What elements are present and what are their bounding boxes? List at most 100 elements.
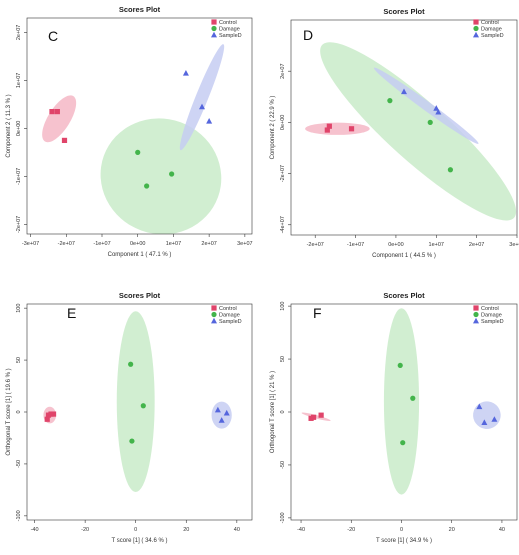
data-point-sampled bbox=[199, 103, 205, 110]
plot-frame bbox=[290, 19, 518, 236]
series-damage bbox=[397, 362, 416, 446]
data-point-damage bbox=[140, 403, 146, 409]
y-tick-label: -50 bbox=[280, 461, 286, 469]
legend-marker-sampled bbox=[211, 31, 217, 38]
y-tick-label: 0e+00 bbox=[16, 121, 22, 136]
data-point-damage bbox=[400, 440, 406, 446]
panel-letter: D bbox=[303, 27, 313, 43]
x-tick-label: -3e+07 bbox=[22, 241, 39, 247]
y-tick-label: 0e+00 bbox=[280, 115, 286, 130]
x-tick-label: 0e+00 bbox=[130, 241, 145, 247]
legend-label: SampleD bbox=[481, 33, 504, 39]
x-tick-label: -1e+07 bbox=[347, 242, 364, 248]
panel-letter: E bbox=[67, 305, 76, 321]
y-tick-label: 50 bbox=[16, 357, 22, 363]
confidence-ellipses bbox=[305, 42, 517, 221]
data-point-sampled bbox=[481, 419, 488, 425]
x-tick-label: 0 bbox=[400, 527, 403, 533]
series-damage bbox=[387, 98, 454, 173]
x-tick-label: 3e+07 bbox=[509, 242, 519, 248]
data-point-damage bbox=[129, 438, 135, 444]
ellipse-sampled bbox=[373, 67, 479, 144]
legend-marker-control bbox=[211, 19, 217, 25]
legend-label: Control bbox=[481, 306, 499, 312]
data-point-sampled bbox=[435, 108, 442, 115]
data-point-control bbox=[311, 414, 317, 420]
data-point-damage bbox=[427, 119, 433, 125]
y-tick-label: 100 bbox=[280, 302, 286, 311]
y-tick-label: 50 bbox=[280, 356, 286, 362]
chart-title: Scores Plot bbox=[383, 7, 425, 16]
legend-marker-control bbox=[473, 305, 479, 311]
data-point-control bbox=[49, 109, 55, 115]
series-damage bbox=[128, 361, 146, 444]
legend-label: SampleD bbox=[219, 319, 242, 325]
series-sampled bbox=[401, 88, 442, 115]
confidence-ellipses bbox=[43, 311, 232, 492]
y-axis-label: Component 2 ( 22.9 % ) bbox=[270, 96, 276, 160]
legend-label: Control bbox=[481, 20, 499, 26]
data-point-control bbox=[324, 127, 330, 133]
legend-marker-damage bbox=[473, 25, 479, 32]
data-point-damage bbox=[410, 395, 416, 401]
legend-label: Control bbox=[219, 306, 237, 312]
x-tick-label: 20 bbox=[449, 527, 455, 533]
x-tick-label: 20 bbox=[183, 527, 189, 533]
scores-plot-e: -40 -20 0 20 40 -100 -50 0 50 100 Scores Plot T sco… bbox=[6, 291, 253, 544]
y-tick-label: 2e+07 bbox=[16, 25, 22, 40]
data-point-sampled bbox=[223, 409, 230, 416]
x-tick-label: 0e+00 bbox=[388, 242, 403, 248]
ellipse-damage bbox=[320, 42, 517, 221]
y-tick-label: 1e+07 bbox=[16, 73, 22, 88]
legend-marker-sampled bbox=[211, 317, 217, 324]
chart-title: Scores Plot bbox=[383, 291, 425, 300]
x-tick-label: 1e+07 bbox=[166, 241, 181, 247]
panel-letter: C bbox=[48, 28, 58, 44]
ellipse-control bbox=[305, 122, 370, 135]
y-tick-label: -1e+07 bbox=[16, 168, 22, 185]
x-tick-label: 40 bbox=[234, 527, 240, 533]
y-tick-label: -4e+07 bbox=[280, 216, 286, 233]
data-point-damage bbox=[397, 362, 403, 369]
x-tick-label: -40 bbox=[297, 527, 305, 533]
y-tick-label: -100 bbox=[280, 512, 286, 523]
x-tick-label: -20 bbox=[81, 527, 89, 533]
legend-marker-damage bbox=[211, 311, 217, 318]
ellipse-control bbox=[42, 95, 77, 143]
data-point-control bbox=[54, 109, 60, 115]
ellipse-damage bbox=[100, 118, 222, 234]
data-point-sampled bbox=[433, 105, 440, 111]
ellipse-damage bbox=[383, 308, 420, 495]
confidence-ellipses bbox=[301, 308, 501, 495]
x-axis-label: Component 1 ( 47.1 % ) bbox=[108, 252, 172, 258]
y-tick-label: 0 bbox=[280, 410, 286, 413]
y-tick-label: 2e+07 bbox=[280, 63, 286, 78]
scores-plot-f: -40 -20 0 20 40 -100 -50 0 50 100 Scores Plot T sco… bbox=[270, 291, 518, 544]
chart-title: Scores Plot bbox=[119, 291, 161, 300]
y-axis-label: Orthogonal T score [1] ( 21 % ) bbox=[270, 371, 276, 453]
ellipse-sampled bbox=[211, 401, 232, 429]
data-point-sampled bbox=[214, 406, 221, 413]
data-point-sampled bbox=[182, 70, 189, 76]
ellipse-sampled bbox=[473, 401, 501, 429]
series-sampled bbox=[476, 403, 498, 425]
x-tick-label: -2e+07 bbox=[58, 241, 75, 247]
data-point-damage bbox=[128, 361, 134, 367]
data-point-damage bbox=[387, 98, 393, 104]
legend-marker-damage bbox=[473, 311, 479, 318]
legend-marker-control bbox=[211, 305, 217, 311]
x-tick-label: 0 bbox=[134, 527, 137, 533]
scores-plot-c: -3e+07 -2e+07 -1e+07 0e+00 1e+07 2e+07 3e+07 -2… bbox=[6, 5, 253, 258]
y-axis-label: Component 2 ( 11.3 % ) bbox=[6, 94, 12, 157]
data-point-damage bbox=[144, 183, 150, 189]
legend-marker-control bbox=[473, 19, 479, 25]
x-tick-label: -1e+07 bbox=[93, 241, 110, 247]
data-point-control bbox=[50, 411, 57, 417]
series-damage bbox=[135, 149, 175, 189]
x-tick-label: 2e+07 bbox=[469, 242, 484, 248]
y-tick-label: 100 bbox=[16, 304, 22, 313]
